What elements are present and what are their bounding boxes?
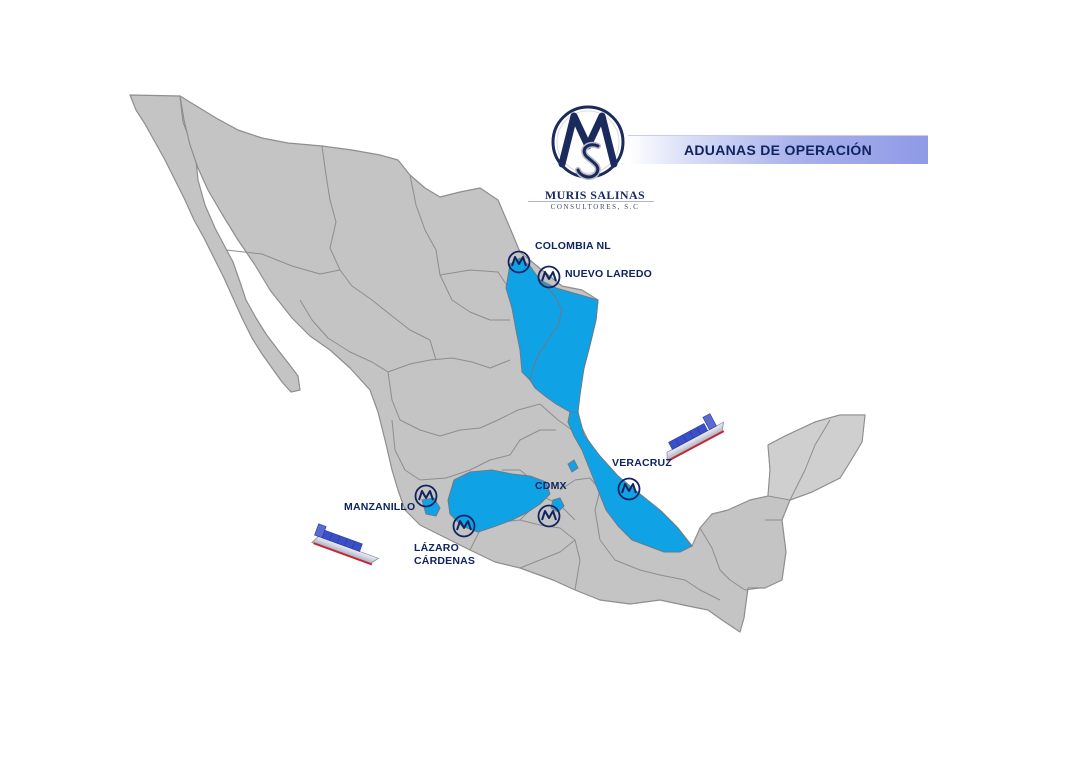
label-lazaro-line2: CÁRDENAS	[414, 555, 476, 567]
highlighted-states	[421, 257, 693, 553]
brand-name: MURIS SALINAS	[544, 188, 646, 202]
label-cdmx: CDMX	[535, 480, 567, 492]
label-colombia-nl: COLOMBIA NL	[535, 240, 611, 252]
brand-divider	[528, 201, 654, 202]
yucatan-peninsula	[767, 414, 866, 501]
brand-logo-icon	[551, 105, 625, 180]
cargo-ship-icon	[666, 413, 725, 462]
brand-subtitle: CONSULTORES, S.C	[550, 203, 640, 211]
label-manzanillo: MANZANILLO	[344, 501, 416, 513]
state-borders	[225, 145, 831, 601]
label-lazaro-line1: LÁZARO	[414, 542, 459, 554]
region-tamaulipas	[529, 279, 599, 413]
label-nuevo-laredo: NUEVO LAREDO	[565, 268, 652, 280]
title-bar: ADUANAS DE OPERACIÓN	[628, 135, 928, 164]
baja-california-peninsula	[129, 94, 301, 393]
label-veracruz: VERACRUZ	[612, 457, 672, 469]
page-title: ADUANAS DE OPERACIÓN	[683, 142, 872, 158]
region-veracruz	[567, 411, 693, 553]
cargo-ship-icon	[311, 523, 380, 566]
label-lazaro-cardenas: LÁZARO CÁRDENAS	[414, 542, 475, 568]
region-tlaxcala	[567, 459, 579, 473]
